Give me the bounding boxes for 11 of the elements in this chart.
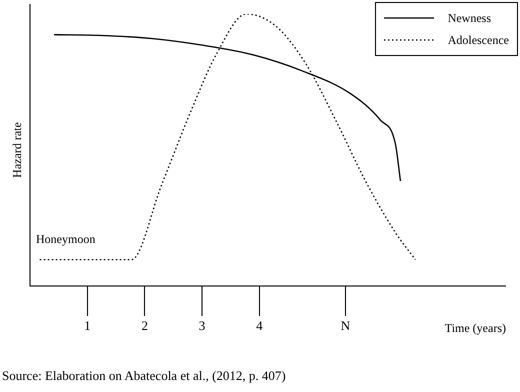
x-tick-label: 1 bbox=[84, 318, 91, 334]
x-tick-label: 4 bbox=[256, 318, 264, 334]
source-note: Source: Elaboration on Abatecola et al., (2012, p. 407) bbox=[2, 368, 286, 384]
legend-label: Newness bbox=[448, 10, 492, 26]
legend-label: Adolescence bbox=[448, 32, 509, 48]
x-tick-label: 2 bbox=[141, 318, 148, 334]
x-tick-label: 3 bbox=[198, 318, 206, 334]
y-axis-title: Hazard rate bbox=[10, 122, 24, 178]
x-tick-label: N bbox=[340, 318, 351, 334]
x-axis-title: Time (years) bbox=[444, 320, 506, 335]
annotation: Honeymoon bbox=[36, 232, 96, 247]
